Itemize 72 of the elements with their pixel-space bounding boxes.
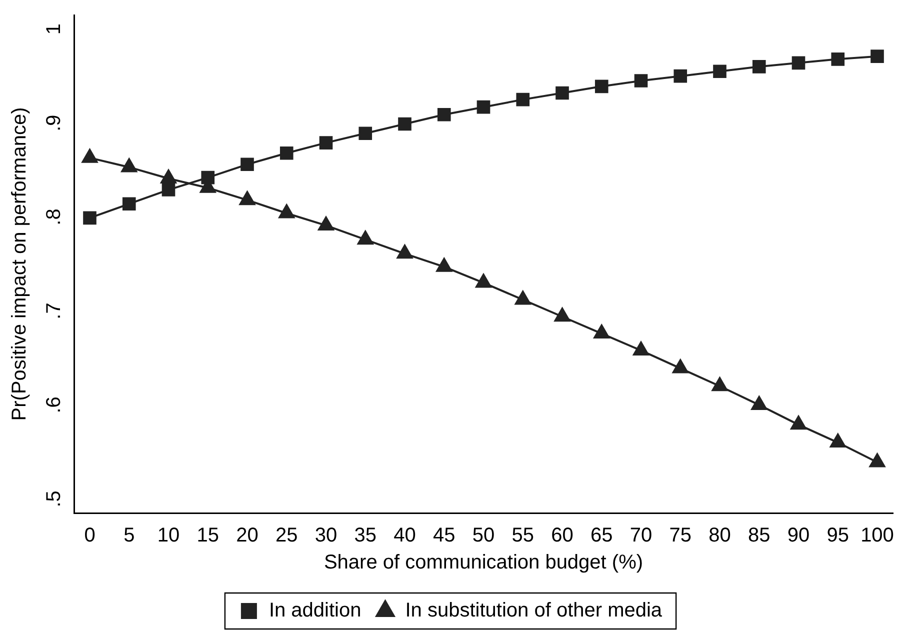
x-tick-label: 15 (196, 524, 219, 547)
point (792, 56, 806, 70)
y-tick-label: .6 (43, 396, 66, 414)
point (396, 244, 413, 259)
point (160, 169, 176, 184)
point (122, 197, 136, 211)
point (870, 50, 884, 63)
point (319, 136, 333, 150)
point (358, 126, 372, 140)
x-tick-label: 5 (124, 524, 135, 547)
point (672, 359, 688, 374)
point (751, 396, 768, 410)
point (790, 416, 806, 430)
point (201, 170, 215, 184)
x-tick-label: 25 (276, 524, 298, 547)
x-tick-label: 70 (630, 524, 652, 547)
x-tick-label: 30 (314, 524, 338, 547)
y-axis-title: Pr(Positive impact on performance) (8, 107, 31, 421)
point (280, 146, 294, 160)
y-tick-label: .9 (43, 114, 66, 132)
x-tick-label: 50 (472, 524, 495, 547)
point (162, 183, 176, 196)
x-tick-label: 60 (551, 524, 574, 547)
x-tick-label: 85 (748, 524, 770, 547)
x-axis-title: Share of communication budget (%) (324, 552, 644, 574)
x-tick-label: 55 (512, 524, 534, 547)
point (318, 216, 334, 230)
x-tick-label: 20 (236, 524, 258, 547)
point (398, 117, 412, 131)
x-tick-label: 0 (84, 524, 96, 547)
legend-label: In addition (268, 600, 362, 622)
x-tick-label: 75 (669, 524, 692, 547)
point (712, 377, 728, 392)
x-tick-label: 35 (354, 524, 376, 547)
point (634, 74, 648, 88)
x-tick-label: 95 (826, 524, 849, 547)
x-tick-label: 80 (708, 524, 731, 547)
point (594, 324, 610, 339)
y-tick-label: .7 (43, 302, 66, 320)
y-tick-label: .8 (43, 208, 66, 226)
point (476, 274, 492, 288)
point (121, 158, 138, 172)
point (514, 290, 531, 305)
point (240, 158, 254, 172)
x-tick-label: 100 (860, 524, 894, 547)
point (830, 434, 846, 448)
point (437, 108, 451, 122)
point (633, 341, 649, 356)
legend-label: In substitution of other media (405, 600, 663, 622)
point (82, 148, 98, 163)
point (239, 191, 256, 206)
point (83, 211, 96, 225)
point (556, 86, 569, 100)
point (674, 69, 688, 83)
x-tick-label: 45 (433, 524, 456, 547)
point (476, 100, 490, 114)
point (713, 64, 726, 78)
point (594, 80, 608, 94)
point (554, 308, 570, 322)
point (357, 230, 374, 245)
point (831, 52, 845, 66)
y-tick-label: 1 (43, 24, 66, 35)
point (278, 204, 295, 218)
x-tick-label: 65 (590, 524, 613, 547)
x-tick-label: 40 (394, 524, 416, 547)
x-tick-label: 10 (157, 524, 180, 547)
x-tick-label: 90 (787, 524, 810, 547)
point (516, 92, 530, 106)
y-tick-label: .5 (43, 490, 66, 508)
point (436, 258, 452, 272)
point (752, 60, 766, 74)
point (869, 453, 886, 468)
